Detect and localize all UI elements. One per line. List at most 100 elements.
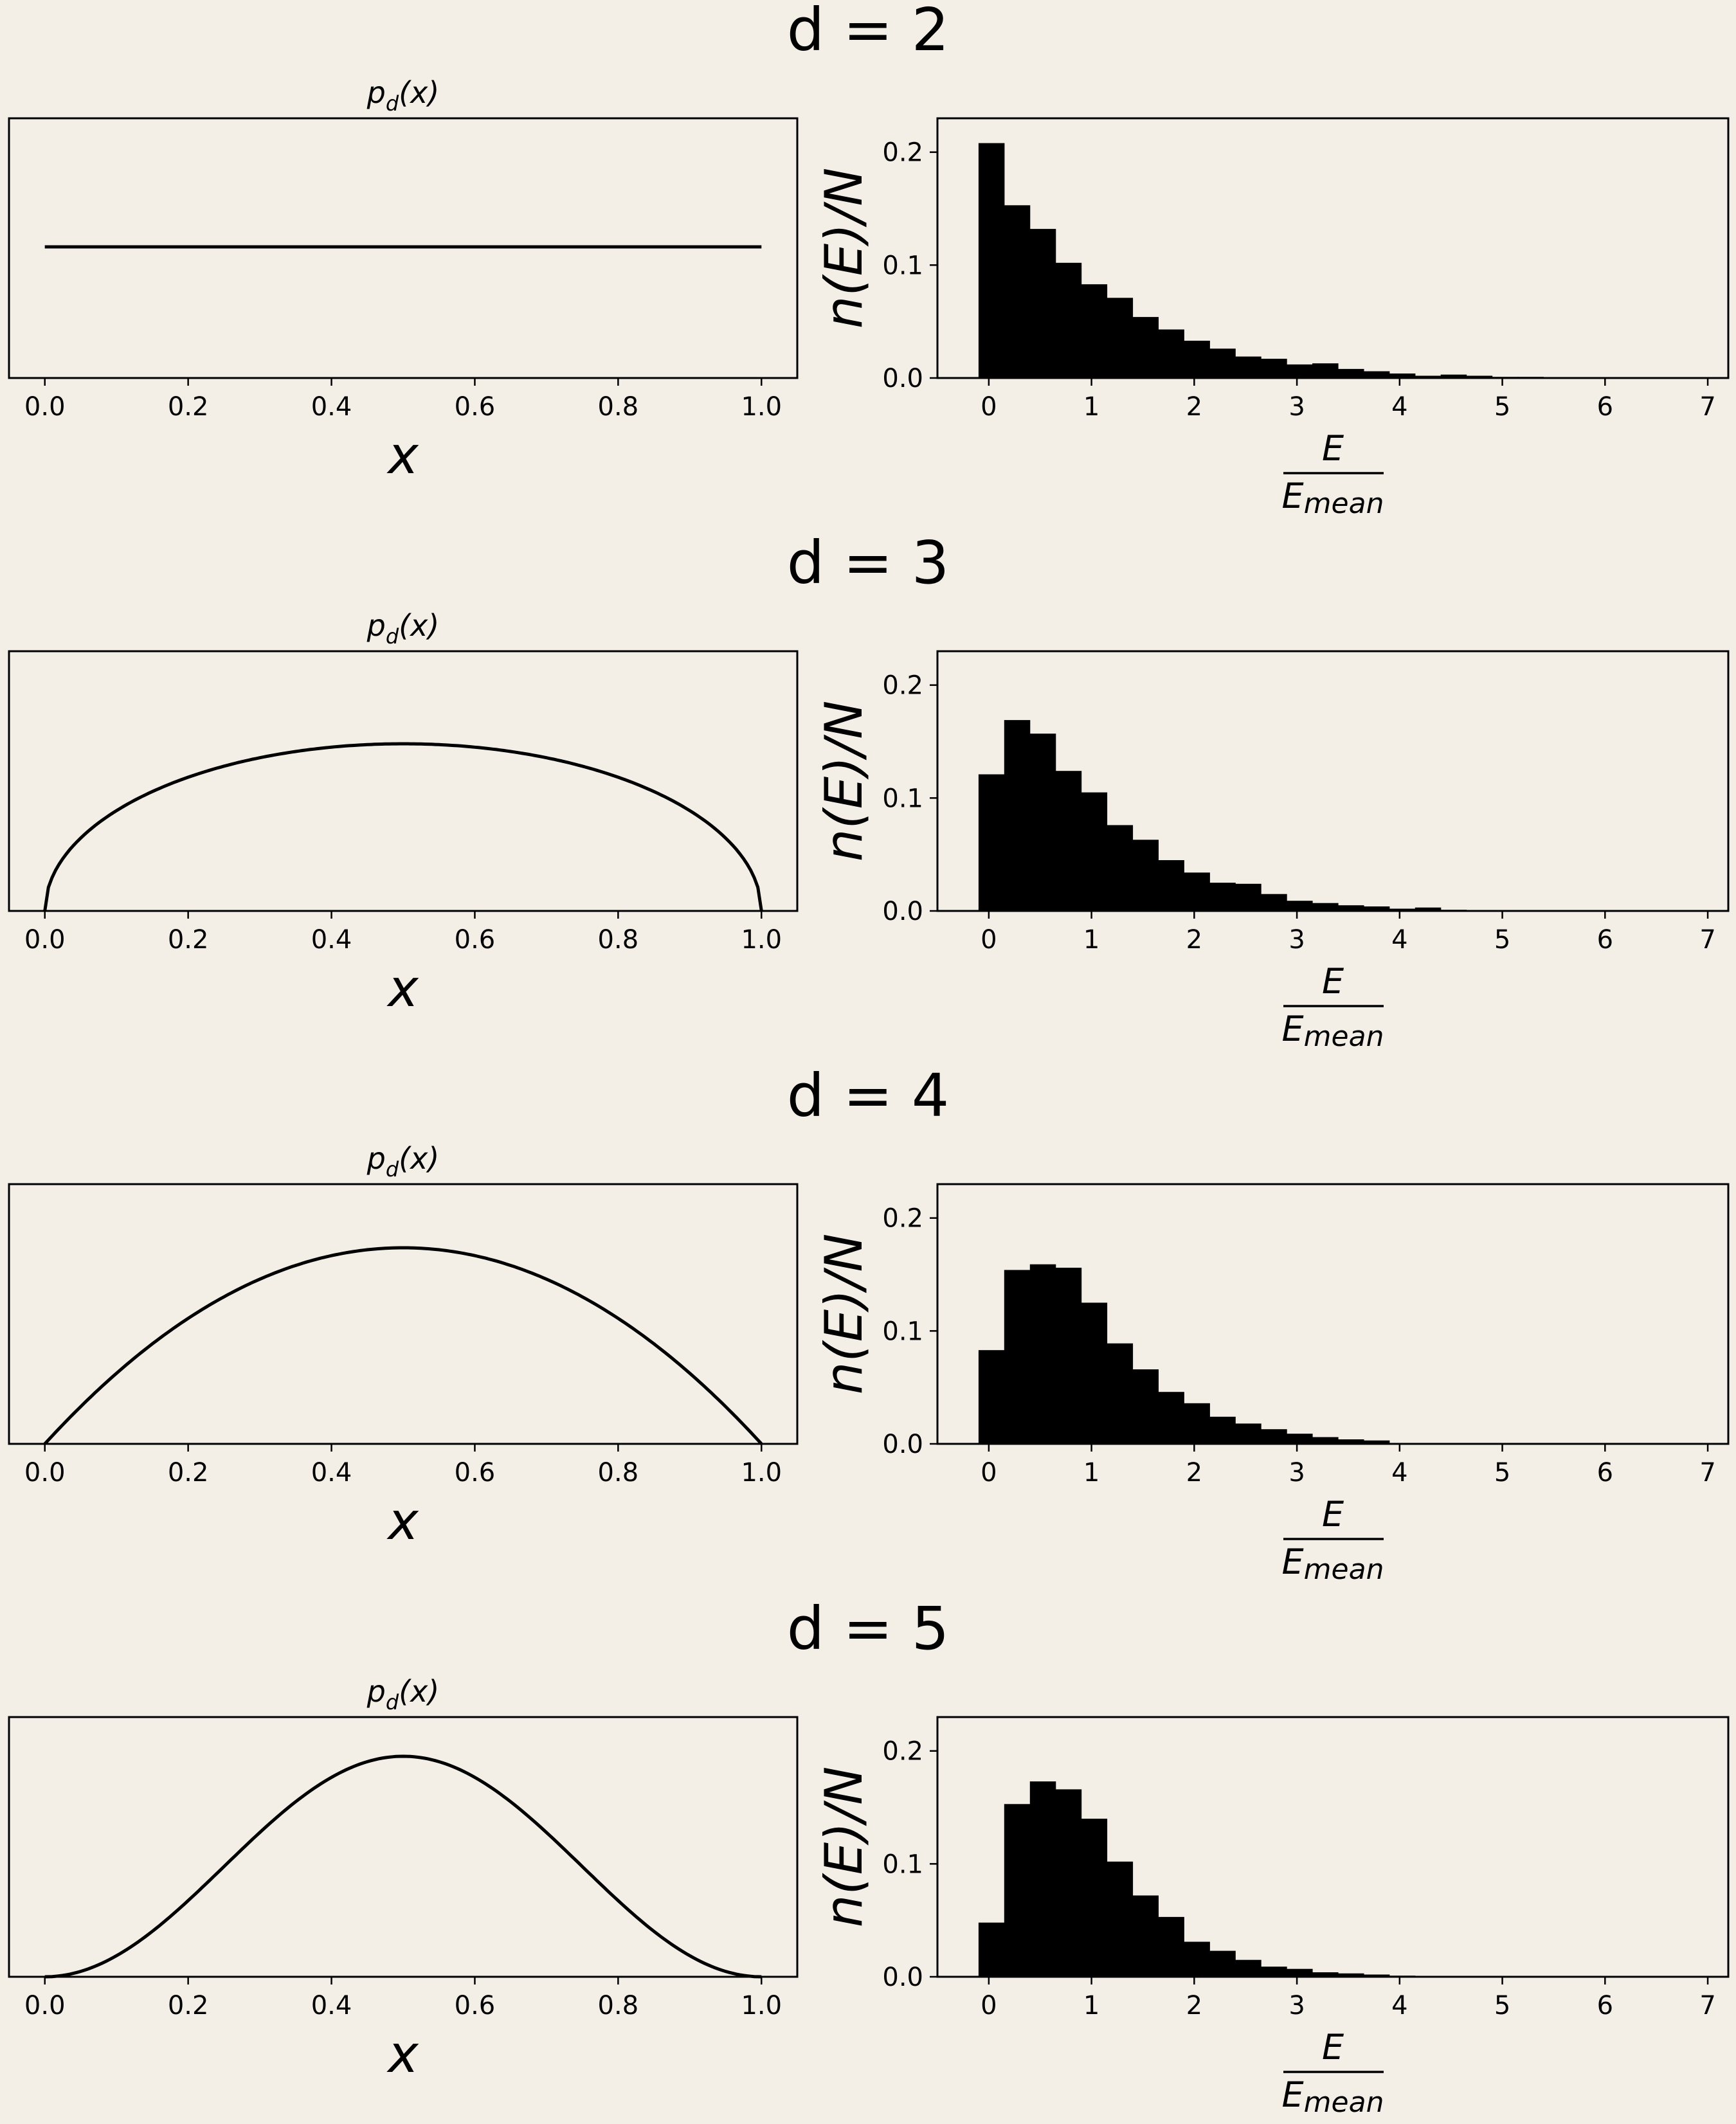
histogram-bar [1389, 908, 1416, 911]
density-curve [43, 1246, 763, 1445]
histogram-bar [1389, 374, 1416, 378]
histogram-bar [1132, 317, 1159, 378]
histogram-xtick-label: 2 [1186, 925, 1202, 955]
density-xtick-label: 0.8 [598, 392, 639, 422]
density-axes-frame [8, 650, 799, 912]
histogram-ytick-label: 0.1 [882, 1317, 923, 1346]
histogram-bar [1004, 1270, 1031, 1444]
histogram-bar [1184, 1941, 1210, 1977]
histogram-ytick-label: 0.2 [882, 671, 923, 701]
histogram-bar [1363, 371, 1390, 378]
histogram-bar [1158, 1392, 1184, 1444]
density-xlabel: x [386, 2024, 419, 2084]
histogram-bar [1004, 205, 1031, 378]
histogram-xtick-label: 1 [1083, 392, 1099, 422]
histogram-ytick-label: 0.1 [882, 251, 923, 280]
histogram-ytick-label: 0.0 [882, 364, 923, 393]
histogram-bar [1261, 1429, 1287, 1444]
density-xtick-label: 0.0 [24, 1991, 66, 2021]
density-xtick-label: 0.8 [598, 1458, 639, 1488]
density-xtick-label: 0.4 [311, 925, 352, 955]
density-panel: pd(x) 0.0 0.2 0.4 0.6 0.8 1.0 x [8, 1674, 799, 2084]
histogram-bar [1235, 1423, 1261, 1444]
density-axes-frame [8, 1183, 799, 1445]
histogram-xtick-label: 6 [1597, 392, 1613, 422]
density-xtick-label: 0.0 [24, 925, 66, 955]
histogram-bar [1055, 1268, 1082, 1444]
histogram-xtick-label: 2 [1186, 1991, 1202, 2021]
histogram-bar [1261, 894, 1287, 911]
density-panel: pd(x) 0.0 0.2 0.4 0.6 0.8 1.0 x [8, 75, 799, 485]
density-title: pd(x) [366, 1141, 440, 1182]
histogram-bar [1338, 1439, 1364, 1444]
density-axes-frame [8, 1716, 799, 1978]
histogram-bar [1235, 1959, 1261, 1977]
histogram-xlabel-numerator: E [1322, 428, 1344, 469]
histogram-bar [1107, 825, 1134, 911]
histogram-xlabel-denominator: Emean [1282, 476, 1384, 520]
histogram-bar [1107, 1343, 1134, 1444]
histogram-xtick-label: 4 [1391, 392, 1407, 422]
histogram-xlabel-denominator: Emean [1282, 2074, 1384, 2119]
histogram-xlabel-numerator: E [1322, 1494, 1344, 1534]
histogram-panel: 0 1 2 3 4 5 6 7 0.0 0.1 0.2 n(E)/N E Emean [814, 1716, 1730, 2119]
histogram-ytick-label: 0.2 [882, 1204, 923, 1234]
histogram-bar [1055, 262, 1082, 378]
histogram-xlabel-denominator: Emean [1282, 1009, 1384, 1053]
histogram-xtick-label: 6 [1597, 1458, 1613, 1488]
histogram-bar [1287, 1968, 1313, 1977]
histogram-ylabel: n(E)/N [814, 1234, 874, 1394]
histogram-bar [1287, 364, 1313, 378]
histogram-bar [1363, 1440, 1390, 1444]
histogram-bar [1184, 341, 1210, 378]
density-title: pd(x) [366, 608, 440, 649]
histogram-ytick-label: 0.0 [882, 1963, 923, 1992]
histogram-xtick-label: 0 [981, 925, 997, 955]
density-xtick-label: 0.6 [455, 1991, 496, 2021]
histogram-ytick-label: 0.1 [882, 784, 923, 813]
density-xtick-label: 1.0 [741, 1991, 782, 2021]
histogram-bar [1029, 229, 1056, 378]
histogram-xtick-label: 4 [1391, 1458, 1407, 1488]
histogram-xtick-label: 3 [1288, 392, 1305, 422]
histogram-bar [1235, 883, 1261, 911]
histogram-bar [1261, 1967, 1287, 1977]
histogram-xtick-label: 6 [1597, 1991, 1613, 2021]
density-title: pd(x) [366, 1674, 440, 1715]
histogram-bar [1029, 734, 1056, 911]
histogram-xtick-label: 7 [1699, 392, 1715, 422]
histogram-panel: 0 1 2 3 4 5 6 7 0.0 0.1 0.2 n(E)/N E Emean [814, 117, 1730, 520]
density-xtick-label: 0.2 [168, 1991, 209, 2021]
histogram-bar [1081, 1819, 1108, 1977]
histogram-bar [1209, 883, 1236, 911]
histogram-axes-frame [936, 1716, 1730, 1978]
histogram-bar [1338, 905, 1364, 911]
histogram-xtick-label: 5 [1494, 925, 1510, 955]
row-title: d = 3 [787, 528, 950, 597]
row-4: d = 5 pd(x) 0.0 0.2 0.4 0.6 0.8 1.0 x 0 1 2 3 4 5 6 7 0.0… [8, 1594, 1730, 2119]
histogram-xlabel-denominator: Emean [1282, 1542, 1384, 1586]
histogram-bar [1055, 1789, 1082, 1977]
row-3: d = 4 pd(x) 0.0 0.2 0.4 0.6 0.8 1.0 x 0 1 2 3 4 5 6 7 0.0… [8, 1061, 1730, 1586]
histogram-xtick-label: 0 [981, 1991, 997, 2021]
histogram-xtick-label: 3 [1288, 1991, 1305, 2021]
histogram-bar [1158, 860, 1184, 911]
row-2: d = 3 pd(x) 0.0 0.2 0.4 0.6 0.8 1.0 x 0 1 2 3 4 5 6 7 0.0… [8, 528, 1730, 1053]
histogram-xtick-label: 2 [1186, 1458, 1202, 1488]
histogram-bar [1338, 368, 1364, 378]
density-xtick-label: 0.0 [24, 392, 66, 422]
histogram-ytick-label: 0.2 [882, 138, 923, 168]
histogram-bar [1209, 1416, 1236, 1444]
histogram-xtick-label: 1 [1083, 1458, 1099, 1488]
histogram-bar [978, 774, 1005, 911]
histogram-bar [1081, 1302, 1108, 1444]
histogram-bar [1415, 907, 1442, 911]
histogram-bar [1415, 375, 1442, 378]
histogram-bar [1312, 903, 1339, 911]
row-title: d = 2 [787, 0, 950, 64]
density-xlabel: x [386, 959, 419, 1018]
histogram-bar [1184, 1403, 1210, 1444]
histogram-bar [1363, 906, 1390, 911]
